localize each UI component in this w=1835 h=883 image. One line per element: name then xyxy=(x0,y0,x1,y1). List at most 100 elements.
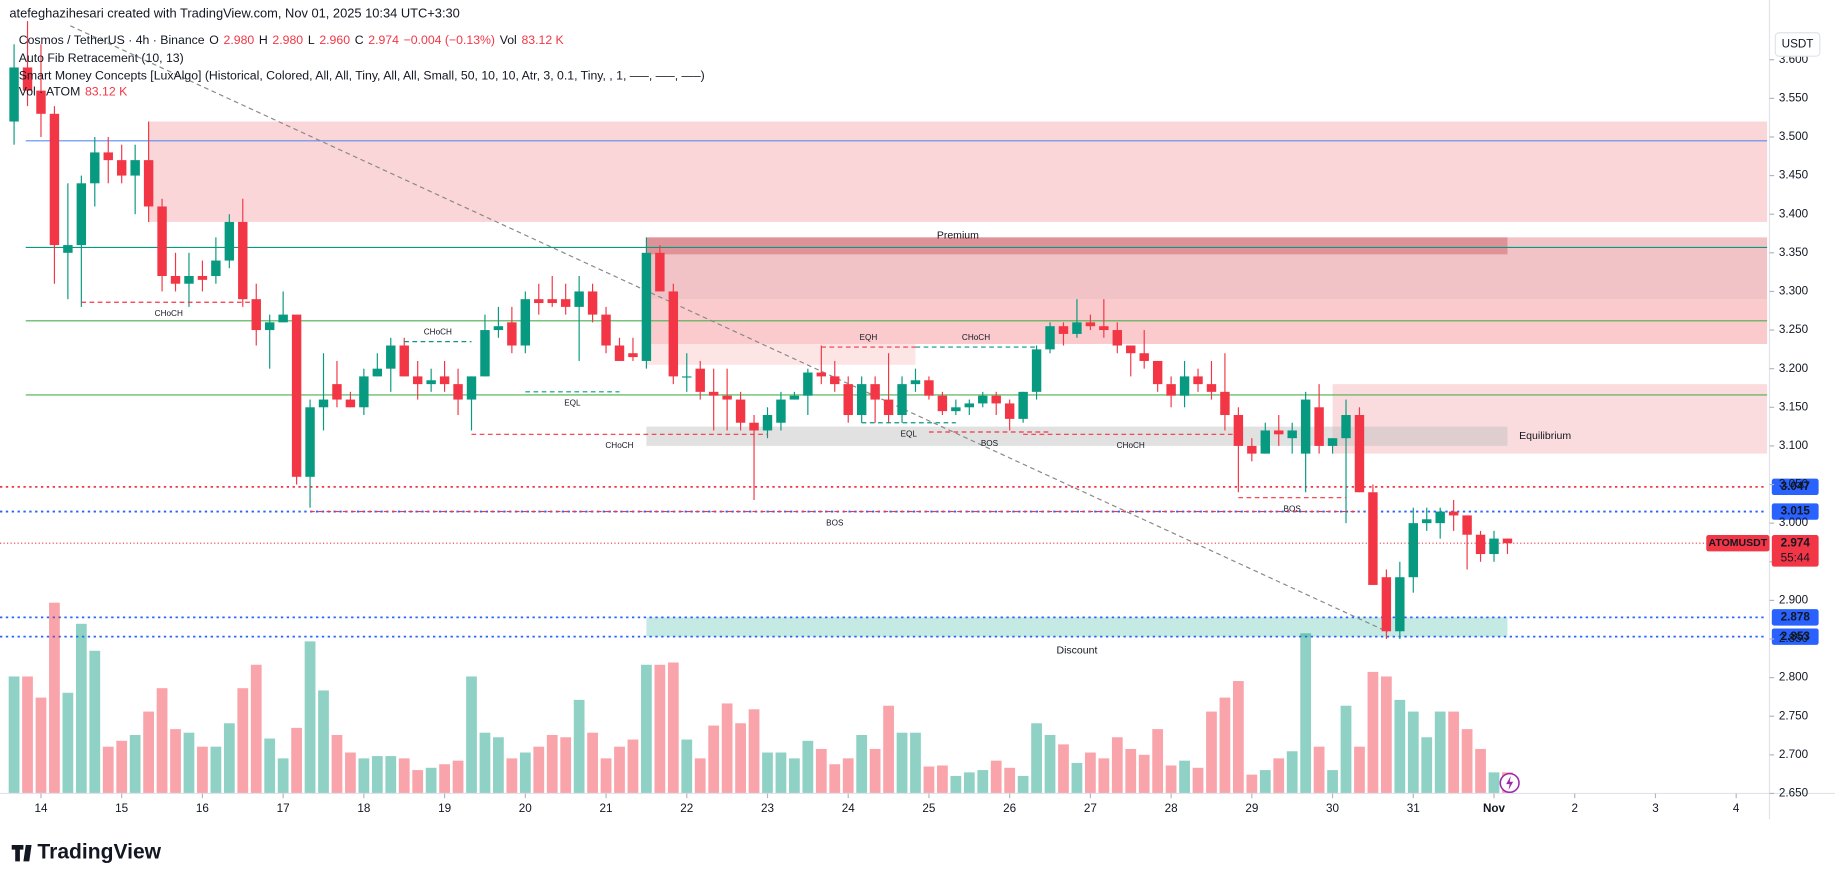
volume-bar xyxy=(1434,711,1446,794)
candle-body xyxy=(587,291,598,315)
volume-bar xyxy=(815,748,827,794)
volume-bar xyxy=(318,690,329,794)
volume-bar xyxy=(439,764,450,794)
x-tick-label: 3 xyxy=(1652,802,1659,815)
x-tick-label: 17 xyxy=(277,802,290,815)
candle-body xyxy=(22,67,33,91)
volume-bar xyxy=(694,758,706,794)
zone xyxy=(646,343,916,365)
candle-body xyxy=(1422,519,1432,524)
candle-body xyxy=(803,372,813,396)
volume-bar xyxy=(210,746,222,794)
volume-bar xyxy=(856,734,868,794)
last-price-symbol-bg xyxy=(1706,535,1770,552)
candle-body xyxy=(426,380,436,385)
structure-label: CHoCH xyxy=(962,333,990,342)
volume-bar xyxy=(533,746,545,794)
volume-bar xyxy=(1286,751,1298,794)
candle-body xyxy=(574,291,584,307)
volume-bar xyxy=(587,732,598,794)
volume-bar xyxy=(250,664,262,794)
volume-bar xyxy=(466,676,477,794)
volume-bar xyxy=(1058,744,1069,794)
volume-bar xyxy=(910,732,921,794)
candle-body xyxy=(1368,492,1378,585)
candle-body xyxy=(1247,445,1257,454)
candle-body xyxy=(870,384,880,400)
volume-bar xyxy=(950,775,962,794)
x-tick-label: 26 xyxy=(1003,802,1016,815)
candle-body xyxy=(978,395,988,404)
candle-body xyxy=(655,252,665,292)
volume-bar xyxy=(183,732,195,794)
volume-bar xyxy=(89,650,101,794)
volume-bar xyxy=(990,760,1002,794)
volume-bar xyxy=(479,732,491,794)
volume-bar xyxy=(8,676,20,794)
alert-icon-bolt xyxy=(1506,775,1514,790)
volume-bar xyxy=(1394,699,1406,794)
candle-body xyxy=(816,372,827,377)
y-tick-label: 2.650 xyxy=(1779,787,1809,800)
volume-bar xyxy=(75,623,87,794)
x-tick-label: 2 xyxy=(1571,802,1578,815)
price-axis xyxy=(1769,0,1835,820)
candle-body xyxy=(1220,391,1230,416)
x-tick-label: 4 xyxy=(1733,802,1740,815)
volume-bar xyxy=(223,723,235,794)
y-tick-label: 3.550 xyxy=(1779,91,1809,104)
legend-item: −0.004 (−0.13%) xyxy=(404,33,495,47)
candle-body xyxy=(1179,376,1190,396)
candle-body xyxy=(897,384,907,416)
volume-bar xyxy=(883,705,894,794)
volume-bar xyxy=(1367,671,1379,794)
volume-bar xyxy=(1313,746,1325,794)
candle-body xyxy=(991,395,1001,404)
candle-body xyxy=(224,221,235,261)
volume-bar xyxy=(1327,770,1338,794)
currency-button[interactable] xyxy=(1774,32,1821,57)
volume-bar xyxy=(1017,775,1029,794)
candle-body xyxy=(628,353,638,358)
volume-bar xyxy=(304,641,316,794)
volume xyxy=(8,602,1513,794)
volume-bar xyxy=(977,770,989,794)
y-tick-label: 3.050 xyxy=(1779,478,1809,491)
volume-bar xyxy=(1152,729,1164,794)
y-tick-label: 3.450 xyxy=(1779,169,1809,182)
volume-bar xyxy=(452,760,464,794)
volume-bar xyxy=(1031,723,1042,794)
candle-body xyxy=(332,384,342,400)
currency[interactable]: USDT xyxy=(1782,38,1814,51)
x-tick-label: 29 xyxy=(1245,802,1258,815)
volume-bar xyxy=(1273,758,1285,794)
x-tick-label: 14 xyxy=(34,802,47,815)
candle-body xyxy=(130,160,140,176)
volume-bar xyxy=(1475,748,1486,794)
candle-body xyxy=(1126,345,1136,354)
candle-body xyxy=(520,299,531,346)
candle-body xyxy=(1112,330,1123,346)
countdown: 55:44 xyxy=(1781,552,1811,565)
x-tick-label: 20 xyxy=(519,802,532,815)
volume-bar xyxy=(600,758,612,794)
candle-body xyxy=(238,221,248,300)
volume-bar xyxy=(493,737,504,794)
candle-body xyxy=(1206,384,1217,392)
volume-bar xyxy=(345,752,356,794)
candle-body xyxy=(386,345,396,369)
candle-body xyxy=(157,206,167,276)
candle-body xyxy=(762,415,773,431)
candle-body xyxy=(1072,322,1082,334)
volume-bar xyxy=(143,711,154,794)
volume-bar xyxy=(654,664,666,794)
candle-body xyxy=(749,422,759,431)
structure-label: CHoCH xyxy=(1117,441,1145,450)
y-tick-label: 3.500 xyxy=(1779,130,1809,143)
candle-body xyxy=(90,152,100,184)
y-tick-label: 2.800 xyxy=(1779,671,1809,684)
candle-body xyxy=(372,368,383,377)
volume-bar xyxy=(667,662,679,794)
candle-body xyxy=(1274,430,1284,435)
legend-item: 2.980 xyxy=(224,33,255,47)
